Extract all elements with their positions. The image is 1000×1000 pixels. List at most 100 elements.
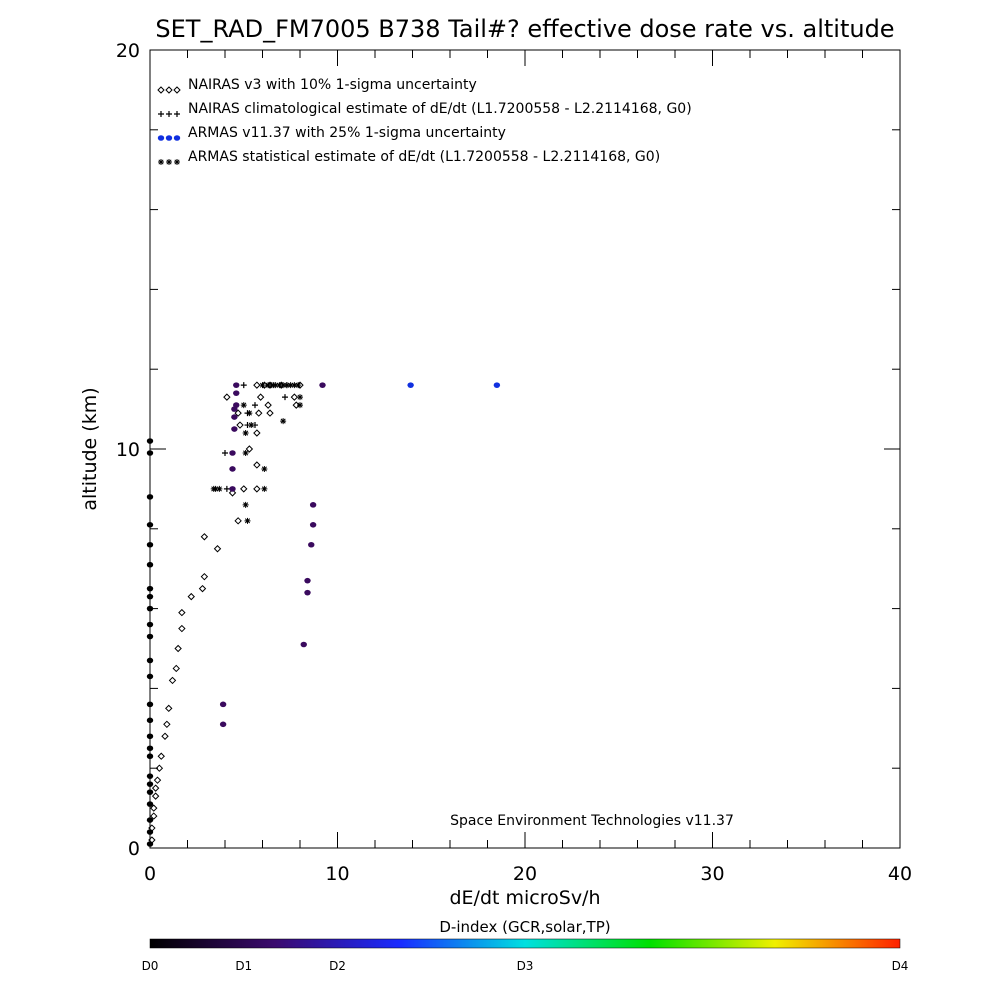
series-plus (222, 382, 290, 492)
legend-item: ARMAS statistical estimate of dE/dt (L1.… (158, 149, 660, 165)
legend-marker (174, 111, 180, 117)
legend-label: NAIRAS climatological estimate of dE/dt … (188, 101, 692, 117)
data-point (146, 450, 154, 456)
data-point (245, 445, 254, 453)
data-point (297, 402, 303, 409)
data-point (228, 489, 237, 497)
data-point (172, 664, 180, 673)
data-point (240, 402, 247, 409)
data-point (178, 608, 186, 617)
legend-item: NAIRAS climatological estimate of dE/dt … (158, 101, 692, 117)
data-point (146, 561, 154, 568)
data-point (219, 701, 227, 708)
data-point (146, 745, 154, 752)
data-point (248, 422, 255, 429)
data-point (234, 517, 242, 525)
data-point (219, 721, 227, 728)
data-point (146, 841, 154, 847)
data-point (146, 541, 154, 548)
data-point (272, 382, 279, 389)
data-points (146, 381, 501, 847)
plot-area (149, 49, 901, 849)
data-point (146, 781, 154, 787)
x-tick-label: 0 (144, 863, 156, 885)
data-point (493, 382, 501, 388)
data-point (146, 585, 154, 592)
data-point (309, 522, 317, 528)
data-point (150, 812, 158, 820)
chart-title: SET_RAD_FM7005 B738 Tail#? effective dos… (155, 15, 894, 43)
legend-item: ARMAS v11.37 with 25% 1-sigma uncertaint… (157, 125, 506, 141)
legend: NAIRAS v3 with 10% 1-sigma uncertainty NA… (157, 77, 692, 165)
colorbar-tick-label: D1 (235, 959, 252, 973)
axis-ticks (149, 49, 901, 849)
series-dot (146, 382, 501, 847)
colorbar-tick-label: D4 (892, 959, 909, 973)
y-tick-label: 20 (116, 40, 140, 62)
data-point (146, 701, 154, 708)
data-point (146, 494, 154, 500)
y-axis-label: altitude (km) (79, 387, 101, 510)
data-point (309, 502, 317, 508)
x-tick-label: 30 (700, 863, 724, 885)
data-point (229, 450, 236, 456)
data-point (244, 517, 251, 524)
data-point (253, 429, 261, 437)
data-point (234, 409, 242, 417)
credit-note: Space Environment Technologies v11.37 (450, 813, 734, 829)
data-point (252, 402, 258, 409)
data-point (304, 577, 311, 584)
data-point (146, 817, 154, 823)
data-point (200, 572, 209, 581)
data-point (282, 394, 288, 401)
legend-marker (166, 159, 172, 165)
data-point (222, 449, 228, 456)
tick-labels: 0 10 20 30 40 0 10 20 (116, 40, 912, 885)
data-point (146, 733, 154, 740)
legend-label: ARMAS v11.37 with 25% 1-sigma uncertaint… (188, 125, 506, 141)
colorbar-label: D-index (GCR,solar,TP) (439, 918, 610, 936)
data-point (242, 430, 249, 437)
data-point (146, 789, 154, 795)
data-point (292, 401, 300, 409)
y-tick-label: 10 (116, 439, 140, 461)
data-point (265, 382, 272, 389)
data-point (168, 676, 177, 685)
data-point (146, 773, 154, 779)
data-point (146, 753, 154, 760)
series-asterisk (210, 382, 303, 524)
data-point (295, 382, 302, 389)
data-point (256, 393, 265, 401)
data-point (240, 382, 247, 389)
data-point (155, 764, 164, 772)
data-point (153, 776, 162, 784)
x-tick-label: 20 (513, 863, 537, 885)
x-axis-label: dE/dt microSv/h (449, 887, 600, 909)
data-point (253, 381, 261, 389)
data-point (283, 382, 290, 389)
data-point (290, 393, 299, 401)
data-point (259, 382, 266, 389)
legend-item: NAIRAS v3 with 10% 1-sigma uncertainty (157, 77, 477, 94)
data-point (231, 414, 238, 420)
legend-marker (157, 86, 165, 94)
data-point (308, 541, 315, 548)
data-point (146, 522, 154, 528)
data-point (187, 592, 195, 601)
colorbar-gradient (149, 938, 901, 949)
data-point (174, 644, 182, 653)
legend-label: ARMAS statistical estimate of dE/dt (L1.… (188, 149, 660, 165)
series-diamond (148, 381, 304, 844)
colorbar-tick-label: D3 (517, 959, 534, 973)
legend-marker (173, 86, 181, 94)
data-point (287, 382, 294, 389)
legend-marker (158, 111, 164, 117)
legend-marker (173, 135, 181, 141)
data-point (300, 641, 307, 648)
data-point (151, 784, 160, 792)
data-point (280, 382, 287, 389)
data-point (157, 752, 165, 760)
data-point (261, 465, 268, 472)
legend-label: NAIRAS v3 with 10% 1-sigma uncertainty (188, 77, 477, 93)
data-point (268, 382, 275, 389)
